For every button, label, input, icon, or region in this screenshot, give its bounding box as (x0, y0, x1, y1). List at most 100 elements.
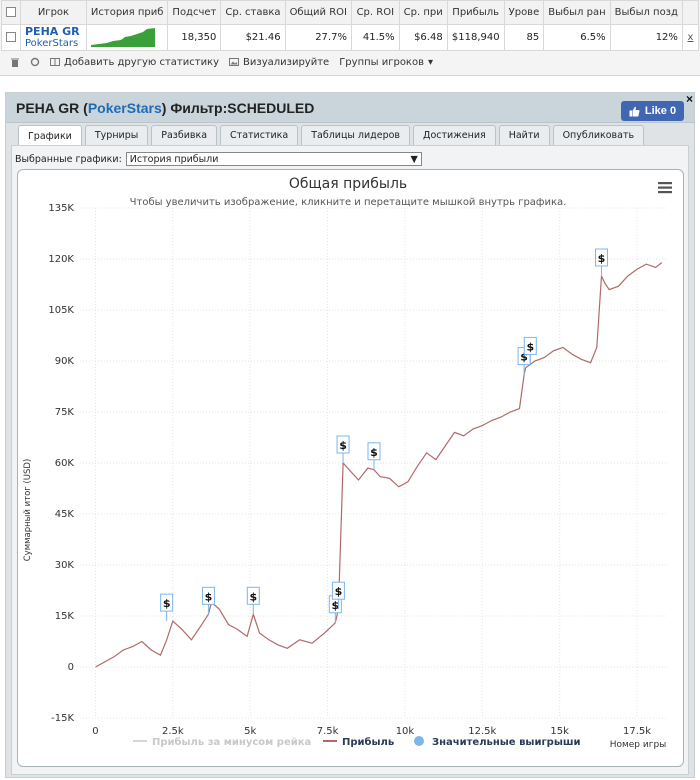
avg-stake-cell: $21.46 (220, 24, 286, 51)
x-tick-label: 10k (396, 726, 415, 737)
col-header-early-out[interactable]: Выбыл ран (543, 0, 611, 25)
col-header-total-roi[interactable]: Общий ROI (284, 0, 352, 25)
profit-cell: $118,940 (446, 24, 505, 51)
avg-roi-cell: 41.5% (350, 24, 400, 51)
chart-selector-dropdown[interactable]: История прибыли ▼ (125, 152, 422, 166)
x-tick-label: 5k (244, 726, 256, 737)
legend-item[interactable]: Прибыль за минусом рейка (133, 736, 311, 748)
col-header-profit[interactable]: Прибыль (446, 0, 505, 25)
tab-publish[interactable]: Опубликовать (552, 125, 645, 145)
panel-title-open: ( (83, 100, 88, 116)
select-all-checkbox[interactable] (1, 0, 21, 25)
col-header-count[interactable]: Подсчет (167, 0, 222, 25)
profit-sparkline (85, 24, 169, 51)
legend-item[interactable]: Значительные выигрыши (414, 736, 581, 748)
tab-leaderboards[interactable]: Таблицы лидеров (301, 125, 411, 145)
remove-row-cell: x (681, 24, 700, 51)
profit-chart[interactable]: Общая прибыль Чтобы увеличить изображени… (18, 170, 683, 766)
facebook-like-button[interactable]: Like 0 (621, 101, 684, 121)
legend-item[interactable]: Прибыль (323, 736, 394, 748)
close-icon[interactable]: × (686, 92, 694, 106)
x-axis-label: Номер игры (610, 740, 667, 750)
charts-tab-content: Выбранные графики: История прибыли ▼ Общ… (11, 145, 689, 775)
flag-label: $ (205, 590, 213, 603)
panel-title-player: PEHA GR (16, 100, 80, 116)
chart-selector-value: История прибыли (129, 153, 219, 165)
panel-title-site[interactable]: PokerStars (87, 100, 162, 116)
x-tick-label: 0 (92, 726, 98, 737)
axis-ticks: -15K 0 15K 30K 45K 60K 75K 90K 105K 120K 135K 0 2.5k… (48, 203, 651, 737)
panel-tabs: Графики Турниры Разбивка Статистика Табл… (18, 125, 645, 146)
col-header-remove (681, 0, 700, 25)
add-stat-button[interactable]: Добавить другую статистику (50, 57, 219, 68)
table-row[interactable]: PEHA GR PokerStars 18,350 $21.46 27.7% 4… (1, 24, 700, 51)
player-groups-dropdown[interactable]: Группы игроков ▾ (339, 57, 433, 68)
y-tick-label: 90K (55, 356, 75, 367)
tab-statistics[interactable]: Статистика (220, 125, 299, 145)
legend-label: Прибыль (342, 736, 394, 748)
grid-lines (80, 207, 668, 719)
columns-icon (50, 58, 60, 66)
flag-label: $ (331, 599, 339, 612)
panel-header: PEHA GR (PokerStars) Фильтр:SCHEDULED Li… (6, 92, 694, 123)
y-tick-label: 0 (68, 662, 74, 673)
series-line-profit[interactable] (95, 262, 663, 668)
player-name-link[interactable]: PEHA GR (25, 25, 80, 38)
flag-label: $ (249, 590, 257, 603)
y-tick-label: 60K (55, 458, 75, 469)
panel-title-filter: Фильтр:SCHEDULED (170, 100, 315, 116)
flag-label: $ (163, 597, 171, 610)
trash-icon (11, 58, 19, 67)
x-tick-label: 12.5k (468, 726, 496, 737)
col-header-avg-stake[interactable]: Ср. ставка (220, 0, 286, 25)
chart-selector-row: Выбранные графики: История прибыли ▼ (15, 152, 422, 166)
x-tick-label: 15k (550, 726, 569, 737)
refresh-button[interactable] (30, 57, 40, 67)
x-tick-label: 17.5k (623, 726, 651, 737)
visualize-button[interactable]: Визуализируйте (229, 57, 329, 68)
col-header-avg-roi[interactable]: Ср. ROI (350, 0, 400, 25)
flag-label: $ (339, 439, 347, 452)
chart-menu-button[interactable] (656, 180, 674, 196)
col-header-late-out[interactable]: Выбыл позд (609, 0, 683, 25)
col-header-avg-profit[interactable]: Ср. при (398, 0, 448, 25)
big-win-flag[interactable]: $ (336, 435, 350, 463)
sparkline-chart (90, 28, 155, 47)
row-checkbox[interactable] (1, 24, 21, 51)
col-header-level[interactable]: Урове (503, 0, 545, 25)
big-win-flag[interactable]: $ (594, 248, 608, 276)
big-win-flag[interactable]: $ (328, 595, 342, 623)
tab-tournaments[interactable]: Турниры (84, 125, 149, 145)
y-tick-label: 135K (48, 203, 74, 214)
total-roi-cell: 27.7% (284, 24, 352, 51)
tab-charts[interactable]: Графики (18, 125, 82, 146)
y-tick-label: 15K (55, 611, 75, 622)
big-win-flag[interactable]: $ (331, 581, 345, 610)
col-header-player[interactable]: Игрок (20, 0, 87, 25)
tab-achievements[interactable]: Достижения (413, 125, 496, 145)
flag-label: $ (335, 585, 343, 598)
stats-panel: Игрок История приб Подсчет Ср. ставка Об… (0, 0, 700, 76)
big-win-flag[interactable]: $ (367, 442, 381, 470)
chart-container[interactable]: Общая прибыль Чтобы увеличить изображени… (17, 169, 684, 767)
legend-label: Значительные выигрыши (432, 737, 581, 748)
y-tick-label: 120K (48, 254, 74, 265)
big-win-flag[interactable]: $ (246, 586, 260, 615)
big-win-flag[interactable]: $ (523, 336, 537, 365)
col-header-history[interactable]: История приб (85, 0, 169, 25)
level-cell: 85 (503, 24, 545, 51)
delete-button[interactable] (10, 57, 20, 67)
big-win-flags: $$ $$$$$$$$ (160, 248, 608, 623)
player-cell[interactable]: PEHA GR PokerStars (20, 24, 87, 51)
stats-table: Игрок История приб Подсчет Ср. ставка Об… (1, 0, 700, 51)
tab-breakdown[interactable]: Разбивка (151, 125, 218, 145)
player-site-link[interactable]: PokerStars (25, 38, 79, 49)
panel-title-close: ) (161, 100, 167, 116)
stats-header-row: Игрок История приб Подсчет Ср. ставка Об… (1, 0, 700, 25)
stats-toolbar: Добавить другую статистику Визуализируйт… (0, 51, 700, 73)
x-tick-label: 2.5k (162, 726, 184, 737)
tab-find[interactable]: Найти (498, 125, 550, 145)
big-win-flag[interactable]: $ (201, 586, 215, 615)
remove-row-button[interactable]: x (687, 32, 694, 43)
big-win-flag[interactable]: $ (160, 593, 174, 622)
